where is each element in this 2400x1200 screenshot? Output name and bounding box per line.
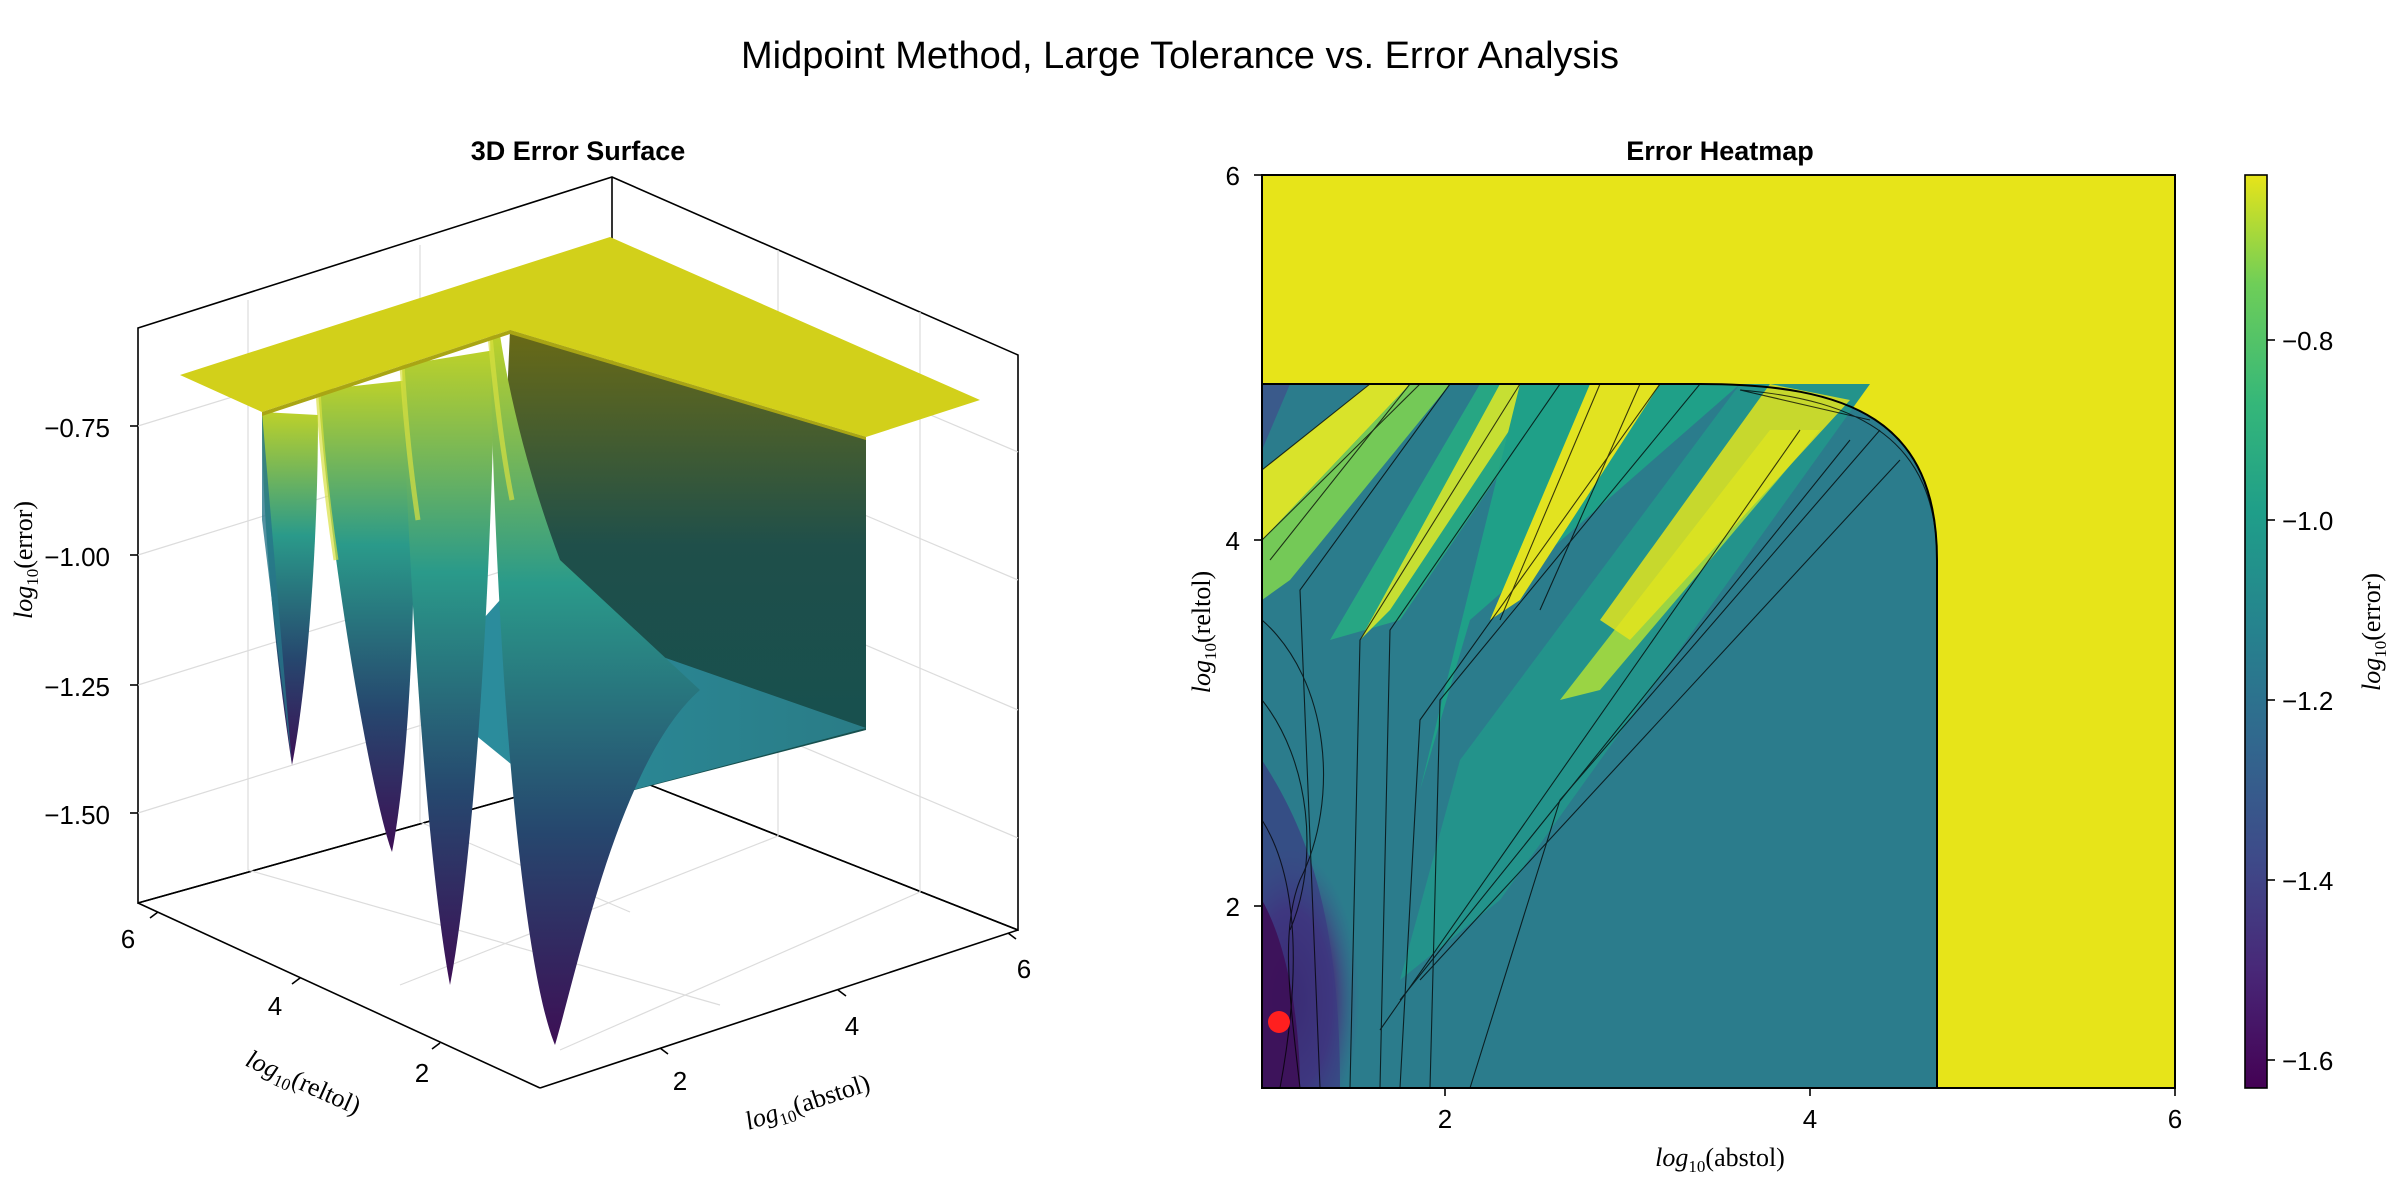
surface-z-axis: −0.75 −1.00 −1.25 −1.50 log10(error) (9, 413, 138, 830)
z-tick-label: −0.75 (44, 413, 110, 443)
colorbar-tick-label: −1.2 (2282, 686, 2333, 716)
colorbar: −0.8 −1.0 −1.2 −1.4 −1.6 log10(error) (2244, 174, 2390, 1089)
reltol-tick-label: 6 (121, 924, 135, 954)
heatmap-fill (1262, 175, 2175, 1088)
colorbar-tick-label: −1.0 (2282, 506, 2333, 536)
colorbar-tick-label: −0.8 (2282, 326, 2333, 356)
heatmap-x-tick-label: 6 (2168, 1104, 2182, 1134)
heatmap-x-axis: 2 4 6 log10(abstol) (1438, 1088, 2182, 1176)
abstol-tick-label: 4 (845, 1011, 859, 1041)
z-tick-label: −1.50 (44, 800, 110, 830)
abstol-axis-label: log10(abstol) (741, 1068, 875, 1139)
heatmap-y-tick-label: 2 (1226, 892, 1240, 922)
heatmap-x-axis-label: log10(abstol) (1655, 1143, 1785, 1176)
abstol-tick-label: 2 (673, 1066, 687, 1096)
abstol-tick-label: 6 (1017, 954, 1031, 984)
colorbar-gradient (2244, 174, 2268, 1089)
error-surface (180, 237, 980, 1045)
colorbar-label: log10(error) (2357, 573, 2390, 691)
reltol-tick-label: 4 (268, 991, 282, 1021)
heatmap-y-tick-label: 4 (1226, 526, 1240, 556)
heatmap-plateau-boundary (1262, 383, 1938, 1088)
heatmap-x-tick-label: 4 (1803, 1104, 1817, 1134)
surface-plateau (180, 237, 980, 437)
z-tick-label: −1.25 (44, 672, 110, 702)
heatmap-y-tick-label: 6 (1226, 161, 1240, 191)
z-axis-label: log10(error) (9, 501, 42, 619)
surface-reltol-axis: 6 4 2 log10(reltol) (121, 911, 441, 1124)
z-tick-label: −1.00 (44, 542, 110, 572)
reltol-tick-label: 2 (415, 1058, 429, 1088)
figure-title: Midpoint Method, Large Tolerance vs. Err… (741, 35, 1619, 77)
heatmap-x-tick-label: 2 (1438, 1104, 1452, 1134)
colorbar-tick-label: −1.6 (2282, 1046, 2333, 1076)
surface-title: 3D Error Surface (471, 136, 686, 166)
colorbar-tick-label: −1.4 (2282, 866, 2333, 896)
surface-front-edges (137, 902, 1019, 1089)
heatmap-minimum-marker (1268, 1011, 1290, 1033)
heatmap-title: Error Heatmap (1626, 136, 1814, 166)
heatmap-y-axis-label: log10(reltol) (1187, 571, 1220, 693)
heatmap-frame (1261, 174, 2176, 1089)
surface-abstol-axis: 2 4 6 log10(abstol) (659, 932, 1031, 1139)
reltol-axis-label: log10(reltol) (240, 1044, 365, 1124)
surface-panel: 3D Error Surface (9, 136, 1031, 1139)
heatmap-y-axis: 6 4 2 log10(reltol) (1187, 161, 1262, 922)
heatmap-panel: Error Heatmap (1187, 136, 2390, 1176)
